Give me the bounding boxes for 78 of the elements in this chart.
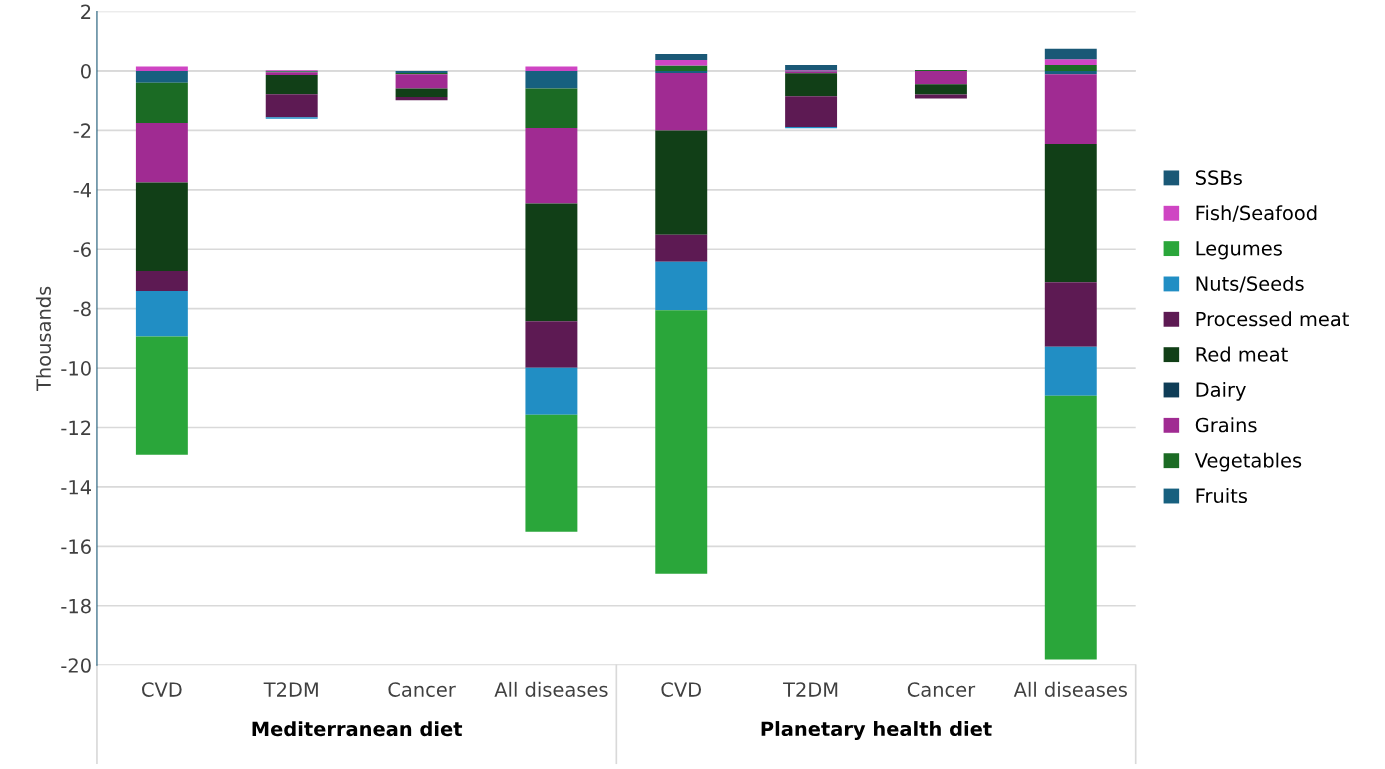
bar: [525, 88, 578, 128]
bar: [1044, 48, 1097, 60]
bar: [265, 94, 318, 118]
bar: [914, 70, 967, 85]
bar: [135, 182, 188, 271]
bar: [135, 336, 188, 455]
bar: [914, 94, 967, 99]
y-tick-label: -8: [73, 301, 91, 317]
text: Planetary health diet: [761, 721, 992, 741]
bar: [525, 367, 578, 415]
bar: [655, 234, 708, 262]
bar: [395, 74, 448, 89]
bar: [265, 75, 318, 95]
legend-label: Fruits: [1196, 488, 1247, 504]
legend-label: SSBs: [1195, 170, 1242, 185]
bar: [525, 66, 578, 71]
y-tick-label: 2: [81, 4, 91, 19]
bar: [914, 84, 967, 95]
legend-label: Legumes: [1196, 241, 1282, 260]
bar: [1044, 395, 1097, 660]
y-axis-title: Thousands: [35, 286, 52, 392]
bar: [1044, 70, 1097, 75]
bar: [655, 65, 708, 71]
y-tick-label: -4: [73, 183, 91, 198]
bar: [1044, 59, 1097, 66]
y-tick-label: -16: [61, 539, 91, 554]
y-tick-label: -20: [61, 658, 91, 673]
y-tick-label: -12: [61, 420, 91, 435]
bar: [525, 70, 578, 89]
bar: [655, 310, 708, 574]
x-tick-label: All diseases: [494, 681, 608, 697]
bar: [395, 97, 448, 101]
bar: [1044, 65, 1097, 71]
y-tick-label: -2: [73, 123, 91, 138]
bar: [135, 270, 188, 292]
bar: [1044, 74, 1097, 145]
y-tick-label: 0: [81, 63, 91, 79]
bar: [655, 130, 708, 235]
legend-label: Nuts/Seeds: [1196, 275, 1304, 293]
bar: [1044, 346, 1097, 396]
bar: [525, 321, 578, 368]
legend-label: Vegetables: [1194, 452, 1302, 472]
y-tick-label: -10: [61, 361, 91, 376]
legend-label: Dairy: [1196, 381, 1246, 401]
x-tick-label: CVD: [661, 682, 702, 697]
bar: [525, 128, 578, 204]
bar: [655, 59, 708, 66]
bar: [525, 203, 578, 322]
bar: [785, 73, 838, 97]
y-tick-label: -14: [61, 480, 91, 495]
bar: [135, 122, 188, 183]
y-tick-label: -18: [61, 598, 91, 614]
bar: [1044, 282, 1097, 347]
x-tick-label: Cancer: [907, 682, 976, 697]
bar: [655, 261, 708, 311]
bar: [135, 291, 188, 337]
bar: [655, 73, 708, 131]
x-tick-label: CVD: [142, 682, 182, 697]
legend-label: Fish/Seafood: [1196, 205, 1317, 222]
bar: [395, 88, 448, 98]
x-tick-label: All diseases: [1013, 681, 1127, 697]
bar: [785, 96, 838, 128]
legend-label: Grains: [1195, 417, 1257, 433]
text: Mediterranean diet: [252, 721, 463, 737]
legend-label: Processed meat: [1196, 311, 1349, 327]
bar: [525, 414, 578, 532]
x-tick-label: T2DM: [783, 682, 838, 697]
x-tick-label: T2DM: [263, 682, 318, 697]
legend-label: Red meat: [1196, 346, 1288, 362]
bar: [655, 54, 708, 60]
bar: [135, 82, 188, 123]
bar: [1044, 144, 1097, 283]
y-tick-label: -6: [73, 242, 91, 257]
bar: [135, 70, 188, 83]
x-tick-label: Cancer: [388, 682, 456, 697]
bar: [655, 70, 708, 74]
bar: [785, 65, 838, 71]
bar: [135, 66, 188, 71]
